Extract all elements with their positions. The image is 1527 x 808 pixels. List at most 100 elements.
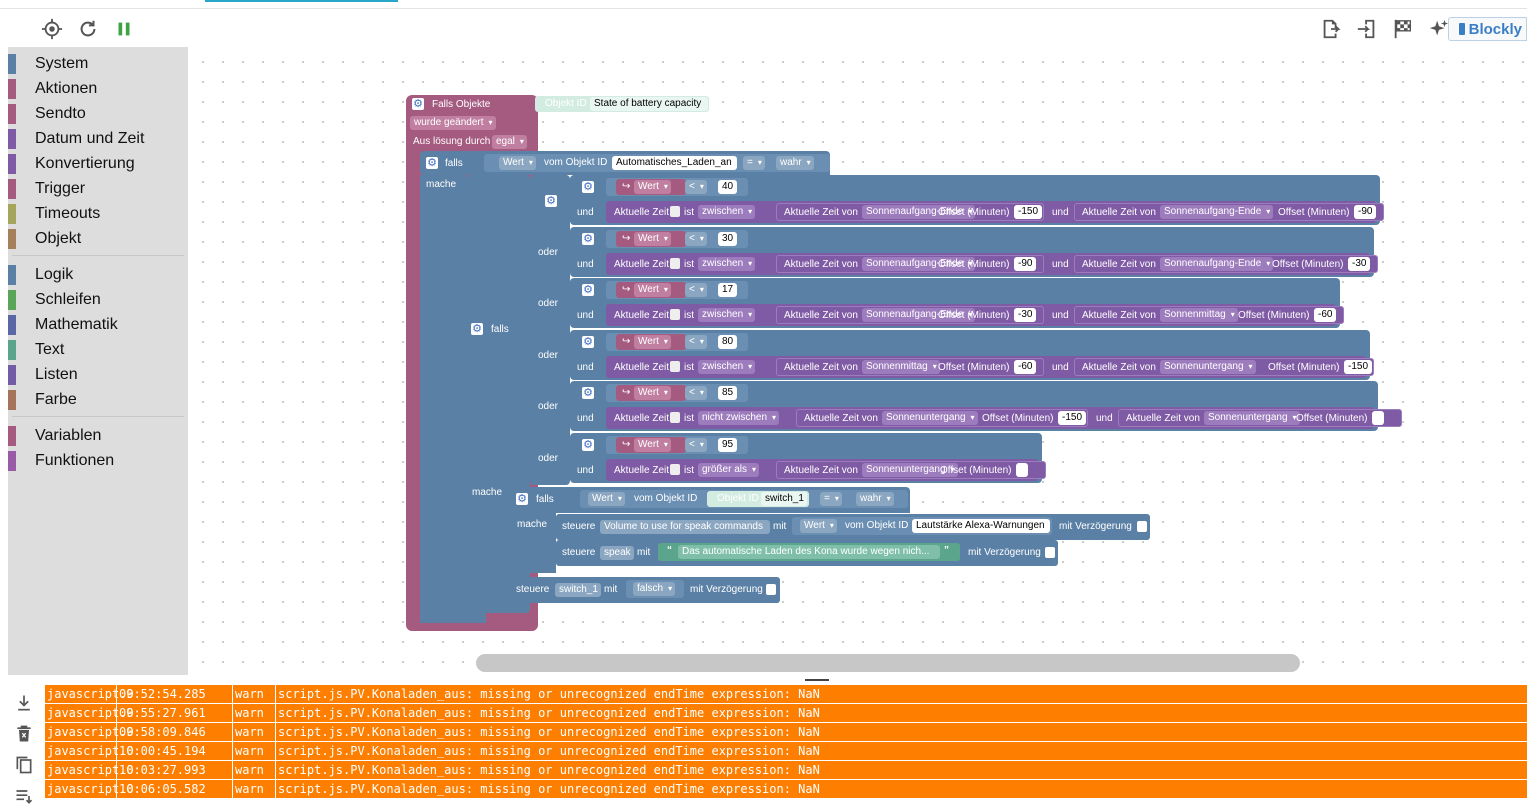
offset-field[interactable] [1016,463,1028,477]
delay-checkbox[interactable] [1137,521,1147,532]
number-field[interactable]: 40 [718,180,738,194]
operator-dropdown[interactable]: < [685,438,707,452]
offset-field[interactable]: -150 [1058,411,1087,425]
offset-field[interactable]: -60 [1314,308,1337,322]
checkbox[interactable] [670,258,680,269]
mode-dropdown[interactable]: nicht zwischen [698,411,780,425]
delete-icon[interactable] [12,722,36,746]
target-object-field[interactable]: Volume to use for speak commands [600,520,770,534]
export-icon[interactable] [1318,16,1344,42]
pause-icon[interactable] [111,16,137,42]
value-dropdown[interactable]: wahr [776,156,814,170]
blockly-workspace[interactable]: ⚙ Falls Objekte Objekt ID State of batte… [188,47,1527,675]
operator-dropdown[interactable]: < [685,283,707,297]
sun-event-dropdown[interactable]: Sonnenuntergang [1160,360,1256,374]
checkbox[interactable] [670,412,680,423]
variable-dropdown[interactable]: Wert [634,180,671,194]
auslosung-dropdown[interactable]: egal [492,135,527,149]
target-object-field[interactable]: switch_1 [555,583,601,597]
gear-icon[interactable]: ⚙ [426,157,438,169]
value-dropdown[interactable]: falsch [633,582,676,596]
refresh-icon[interactable] [75,16,101,42]
gear-icon[interactable]: ⚙ [582,336,594,348]
toolbox-item-text[interactable]: Text [8,339,188,361]
sun-event-dropdown[interactable]: Sonnenmittag [862,360,940,374]
blockly-button[interactable]: Blockly [1447,17,1527,41]
gear-icon[interactable]: ⚙ [582,233,594,245]
object-field[interactable]: Automatisches_Laden_an [612,156,737,170]
toolbox-item-timeouts[interactable]: Timeouts [8,203,188,225]
offset-field[interactable]: -30 [1348,257,1371,271]
delay-checkbox[interactable] [1045,547,1055,558]
toolbox-item-logik[interactable]: Logik [8,264,188,286]
wert-dropdown[interactable]: Wert [588,492,625,506]
mode-dropdown[interactable]: zwischen [698,360,756,374]
sun-event-dropdown[interactable]: Sonnenaufgang-Ende [862,205,976,219]
number-field[interactable]: 85 [718,386,738,400]
toolbox-item-konvertierung[interactable]: Konvertierung [8,153,188,175]
toolbox-item-aktionen[interactable]: Aktionen [8,78,188,100]
toolbox-item-schleifen[interactable]: Schleifen [8,289,188,311]
gear-icon[interactable]: ⚙ [412,98,424,110]
gear-icon[interactable]: ⚙ [582,387,594,399]
value-dropdown[interactable]: wahr [856,492,894,506]
mode-dropdown[interactable]: zwischen [698,205,756,219]
trigger-object-field[interactable]: State of battery capacity [590,97,708,111]
source-object-field[interactable]: Lautstärke Alexa-Warnungen [912,519,1050,533]
variable-dropdown[interactable]: Wert [634,335,671,349]
offset-field[interactable]: -30 [1014,308,1037,322]
sun-event-dropdown[interactable]: Sonnenuntergang [862,463,958,477]
sun-event-dropdown[interactable]: Sonnenaufgang-Ende [1160,257,1274,271]
horizontal-scrollbar[interactable] [476,654,1300,672]
toolbox-item-trigger[interactable]: Trigger [8,178,188,200]
or-block[interactable] [530,175,570,485]
gear-icon[interactable]: ⚙ [545,195,557,207]
sun-event-dropdown[interactable]: Sonnenaufgang-Ende [862,257,976,271]
delay-checkbox[interactable] [766,584,776,595]
number-field[interactable]: 95 [718,438,738,452]
panel-divider[interactable] [8,675,1527,685]
sun-event-dropdown[interactable]: Sonnenaufgang-Ende [1160,205,1274,219]
toolbox-item-funktionen[interactable]: Funktionen [8,450,188,472]
toolbox-item-mathematik[interactable]: Mathematik [8,314,188,336]
text-field[interactable]: Das automatische Laden des Kona wurde we… [678,545,940,559]
toolbox-item-farbe[interactable]: Farbe [8,389,188,411]
mode-dropdown[interactable]: größer als [698,463,760,477]
operator-dropdown[interactable]: = [743,156,765,170]
sun-event-dropdown[interactable]: Sonnenmittag [1160,308,1238,322]
download-icon[interactable] [12,691,36,715]
operator-dropdown[interactable]: < [685,335,707,349]
variable-dropdown[interactable]: Wert [634,438,671,452]
number-field[interactable]: 80 [718,335,738,349]
variable-dropdown[interactable]: Wert [634,283,671,297]
gear-icon[interactable]: ⚙ [471,323,483,335]
operator-dropdown[interactable]: < [685,180,707,194]
operator-dropdown[interactable]: = [820,492,842,506]
toolbox-item-objekt[interactable]: Objekt [8,228,188,250]
toolbox-item-system[interactable]: System [8,53,188,75]
checkbox[interactable] [670,309,680,320]
operator-dropdown[interactable]: < [685,232,707,246]
trigger-event-dropdown[interactable]: wurde geändert [410,116,496,130]
sun-event-dropdown[interactable]: Sonnenuntergang [1204,411,1300,425]
mode-dropdown[interactable]: zwischen [698,257,756,271]
copy-icon[interactable] [12,753,36,777]
toolbox-item-datum-und-zeit[interactable]: Datum und Zeit [8,128,188,150]
crosshair-icon[interactable] [39,16,65,42]
gear-icon[interactable]: ⚙ [582,284,594,296]
toolbox-item-variablen[interactable]: Variablen [8,425,188,447]
checkered-flag-icon[interactable] [1390,16,1416,42]
number-field[interactable]: 30 [718,232,738,246]
sun-event-dropdown[interactable]: Sonnenuntergang [882,411,978,425]
gear-icon[interactable]: ⚙ [582,181,594,193]
offset-field[interactable] [1372,411,1384,425]
gear-icon[interactable]: ⚙ [582,439,594,451]
import-icon[interactable] [1354,16,1380,42]
gear-icon[interactable]: ⚙ [516,493,528,505]
sun-event-dropdown[interactable]: Sonnenaufgang-Ende [862,308,976,322]
offset-field[interactable]: -150 [1344,360,1373,374]
toolbox-item-sendto[interactable]: Sendto [8,103,188,125]
checkbox[interactable] [670,206,680,217]
sparkle-icon[interactable] [1426,16,1452,42]
offset-field[interactable]: -150 [1014,205,1043,219]
